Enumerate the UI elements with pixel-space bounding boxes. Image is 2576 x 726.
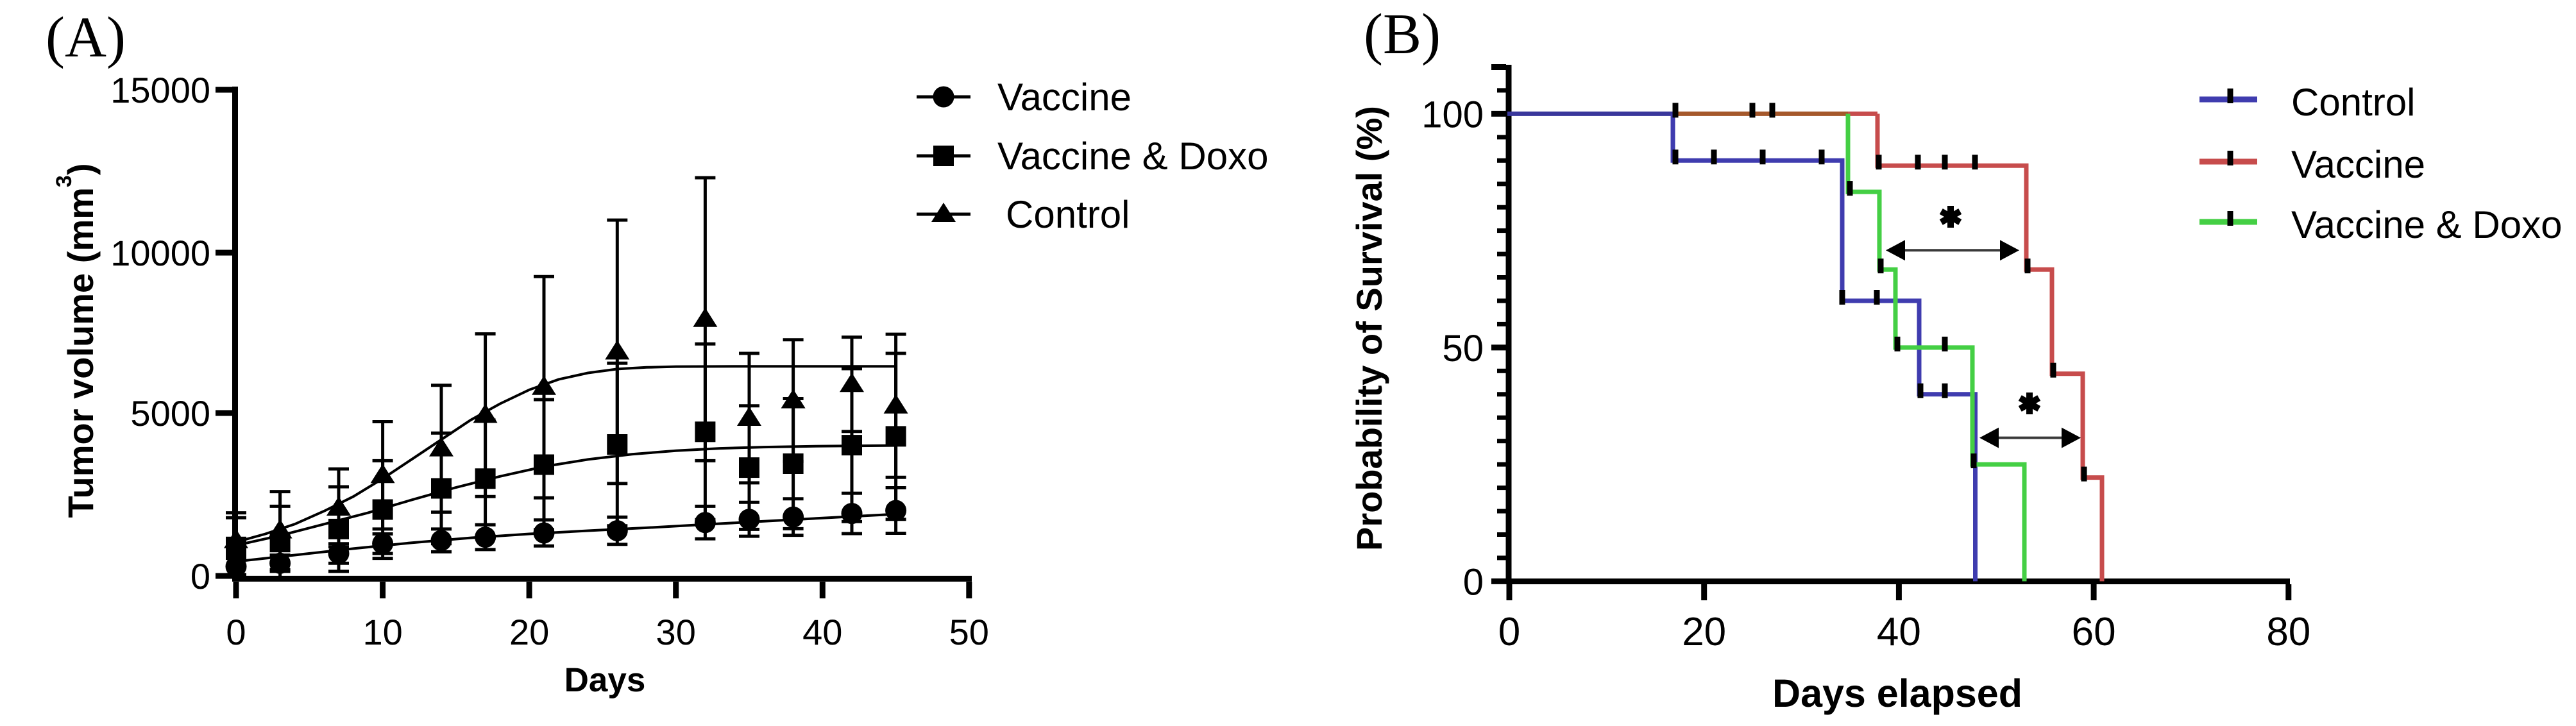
svg-text:(A): (A) bbox=[46, 6, 126, 69]
svg-text:40: 40 bbox=[1877, 610, 1921, 654]
svg-text:10000: 10000 bbox=[110, 233, 210, 273]
svg-text:Vaccine & Doxo: Vaccine & Doxo bbox=[2291, 203, 2562, 246]
svg-text:Vaccine & Doxo: Vaccine & Doxo bbox=[997, 135, 1268, 178]
svg-text:(B): (B) bbox=[1364, 3, 1441, 66]
svg-text:0: 0 bbox=[226, 612, 246, 652]
svg-text:0: 0 bbox=[1463, 561, 1484, 603]
svg-text:60: 60 bbox=[2072, 610, 2116, 654]
svg-text:Probability of Survival (%): Probability of Survival (%) bbox=[1349, 106, 1389, 551]
svg-text:15000: 15000 bbox=[110, 70, 210, 110]
svg-text:50: 50 bbox=[1442, 328, 1484, 369]
svg-text:Vaccine: Vaccine bbox=[997, 76, 1131, 119]
svg-text:40: 40 bbox=[802, 612, 842, 652]
svg-text:Control: Control bbox=[2291, 81, 2415, 124]
svg-text:0: 0 bbox=[1498, 610, 1520, 654]
svg-text:Days: Days bbox=[564, 661, 646, 699]
svg-text:100: 100 bbox=[1421, 94, 1484, 135]
svg-text:0: 0 bbox=[191, 556, 210, 596]
svg-text:5000: 5000 bbox=[130, 393, 210, 434]
svg-text:80: 80 bbox=[2266, 610, 2310, 654]
svg-text:Tumor volume (mm3): Tumor volume (mm3) bbox=[52, 163, 101, 518]
svg-text:Days elapsed: Days elapsed bbox=[1772, 671, 2022, 715]
svg-text:20: 20 bbox=[509, 612, 549, 652]
svg-text:20: 20 bbox=[1682, 610, 1726, 654]
svg-text:30: 30 bbox=[656, 612, 696, 652]
svg-text:50: 50 bbox=[949, 612, 989, 652]
svg-text:10: 10 bbox=[362, 612, 402, 652]
svg-text:Control: Control bbox=[1006, 193, 1130, 236]
svg-text:Vaccine: Vaccine bbox=[2291, 143, 2425, 186]
